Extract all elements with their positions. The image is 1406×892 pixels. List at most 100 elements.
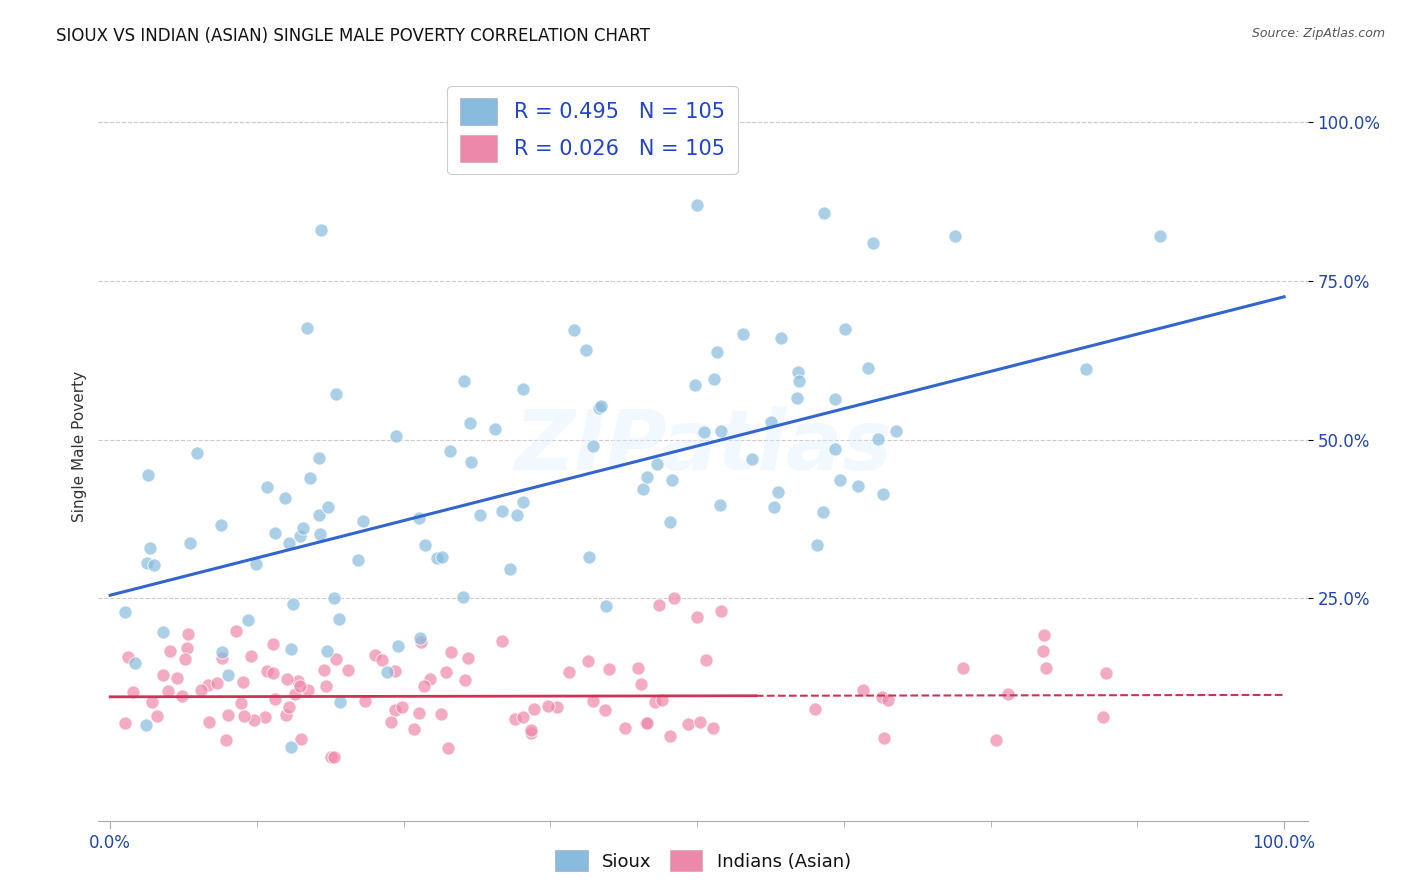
Point	[803, 701, 825, 715]
Point	[280, 641, 302, 656]
Point	[408, 706, 430, 720]
Point	[264, 691, 287, 706]
Point	[384, 703, 406, 717]
Point	[141, 695, 163, 709]
Point	[710, 424, 733, 438]
Point	[352, 514, 374, 528]
Point	[138, 541, 160, 555]
Point	[789, 374, 811, 388]
Point	[311, 223, 333, 237]
Point	[945, 229, 967, 244]
Point	[159, 643, 181, 657]
Point	[232, 708, 254, 723]
Point	[510, 128, 533, 142]
Point	[190, 682, 212, 697]
Point	[787, 365, 810, 379]
Point	[866, 432, 889, 446]
Point	[1032, 644, 1054, 658]
Point	[179, 536, 201, 550]
Point	[283, 597, 305, 611]
Point	[380, 714, 402, 729]
Point	[297, 320, 319, 334]
Point	[537, 698, 560, 713]
Point	[122, 685, 145, 699]
Point	[451, 590, 474, 604]
Point	[114, 715, 136, 730]
Point	[647, 457, 669, 471]
Point	[308, 527, 330, 541]
Point	[686, 610, 709, 624]
Point	[499, 561, 522, 575]
Point	[434, 665, 457, 680]
Point	[166, 671, 188, 685]
Point	[846, 479, 869, 493]
Point	[290, 679, 312, 693]
Point	[872, 690, 894, 705]
Point	[648, 599, 671, 613]
Point	[588, 401, 610, 416]
Point	[695, 653, 717, 667]
Point	[460, 455, 482, 469]
Point	[308, 451, 330, 466]
Point	[512, 709, 534, 723]
Point	[512, 382, 534, 396]
Point	[429, 706, 451, 721]
Point	[371, 653, 394, 667]
Point	[135, 717, 157, 731]
Point	[262, 665, 284, 680]
Point	[1033, 628, 1056, 642]
Point	[651, 693, 673, 707]
Point	[217, 708, 239, 723]
Point	[1035, 661, 1057, 675]
Point	[215, 732, 238, 747]
Point	[491, 633, 513, 648]
Point	[630, 677, 652, 691]
Point	[325, 652, 347, 666]
Point	[786, 392, 808, 406]
Point	[328, 612, 350, 626]
Point	[741, 452, 763, 467]
Point	[766, 484, 789, 499]
Point	[578, 550, 600, 565]
Point	[209, 518, 232, 533]
Point	[876, 693, 898, 707]
Point	[290, 731, 312, 746]
Point	[582, 694, 605, 708]
Point	[634, 715, 657, 730]
Point	[274, 491, 297, 505]
Point	[627, 661, 650, 675]
Point	[519, 723, 541, 738]
Point	[262, 636, 284, 650]
Point	[186, 446, 208, 460]
Point	[413, 537, 436, 551]
Point	[706, 344, 728, 359]
Point	[824, 442, 846, 457]
Point	[136, 556, 159, 570]
Point	[770, 331, 793, 345]
Point	[824, 392, 846, 406]
Point	[952, 661, 974, 675]
Point	[254, 710, 277, 724]
Point	[631, 482, 654, 496]
Point	[173, 652, 195, 666]
Point	[520, 725, 543, 739]
Point	[277, 700, 299, 714]
Legend: R = 0.495   N = 105, R = 0.026   N = 105: R = 0.495 N = 105, R = 0.026 N = 105	[447, 86, 738, 175]
Point	[308, 508, 330, 523]
Point	[211, 651, 233, 665]
Point	[225, 624, 247, 638]
Point	[297, 683, 319, 698]
Point	[430, 550, 453, 565]
Point	[384, 664, 406, 678]
Point	[176, 641, 198, 656]
Point	[232, 674, 254, 689]
Point	[337, 663, 360, 677]
Point	[661, 473, 683, 487]
Point	[146, 709, 169, 723]
Point	[323, 591, 346, 605]
Point	[591, 399, 613, 413]
Point	[353, 694, 375, 708]
Point	[245, 557, 267, 571]
Point	[274, 708, 297, 723]
Point	[685, 378, 707, 392]
